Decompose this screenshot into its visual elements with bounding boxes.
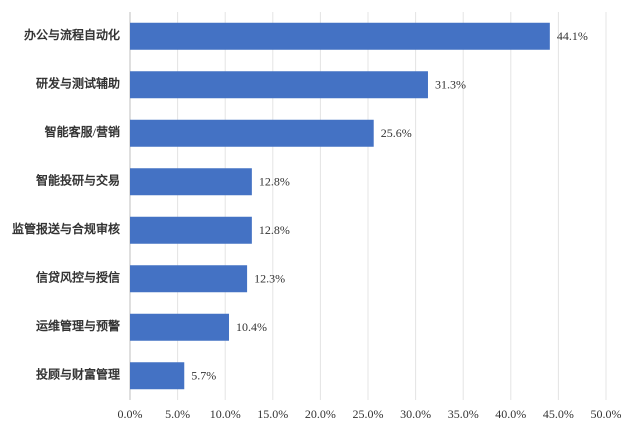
x-tick-label: 5.0% — [165, 407, 190, 421]
y-tick-label: 智能客服/营销 — [44, 124, 120, 139]
data-label: 10.4% — [236, 320, 267, 334]
x-tick-label: 0.0% — [118, 407, 143, 421]
y-tick-label: 监管报送与合规审核 — [12, 221, 120, 236]
data-label: 12.3% — [254, 272, 285, 286]
x-tick-label: 15.0% — [257, 407, 288, 421]
x-tick-label: 50.0% — [591, 407, 621, 421]
bar — [130, 362, 185, 390]
data-label: 5.7% — [191, 369, 216, 383]
bar — [130, 168, 252, 196]
data-label: 31.3% — [435, 78, 466, 92]
bar — [130, 71, 428, 99]
data-label: 25.6% — [381, 126, 412, 140]
y-tick-label: 办公与流程自动化 — [24, 27, 120, 42]
data-label: 44.1% — [557, 29, 588, 43]
x-tick-label: 45.0% — [543, 407, 574, 421]
bar — [130, 313, 230, 341]
bar — [130, 216, 252, 244]
x-tick-label: 10.0% — [210, 407, 241, 421]
x-tick-label: 40.0% — [495, 407, 526, 421]
y-tick-label: 投顾与财富管理 — [36, 367, 120, 382]
data-label: 12.8% — [259, 175, 290, 189]
bar — [130, 265, 248, 293]
y-tick-label: 信贷风控与授信 — [36, 270, 120, 285]
x-tick-label: 30.0% — [400, 407, 431, 421]
x-tick-label: 35.0% — [448, 407, 479, 421]
x-tick-label: 25.0% — [353, 407, 384, 421]
bar — [130, 22, 550, 50]
y-tick-label: 研发与测试辅助 — [36, 76, 120, 91]
y-tick-label: 智能投研与交易 — [35, 173, 120, 188]
data-label: 12.8% — [259, 223, 290, 237]
x-tick-label: 20.0% — [305, 407, 336, 421]
y-tick-label: 运维管理与预警 — [36, 318, 120, 333]
bar — [130, 119, 374, 147]
